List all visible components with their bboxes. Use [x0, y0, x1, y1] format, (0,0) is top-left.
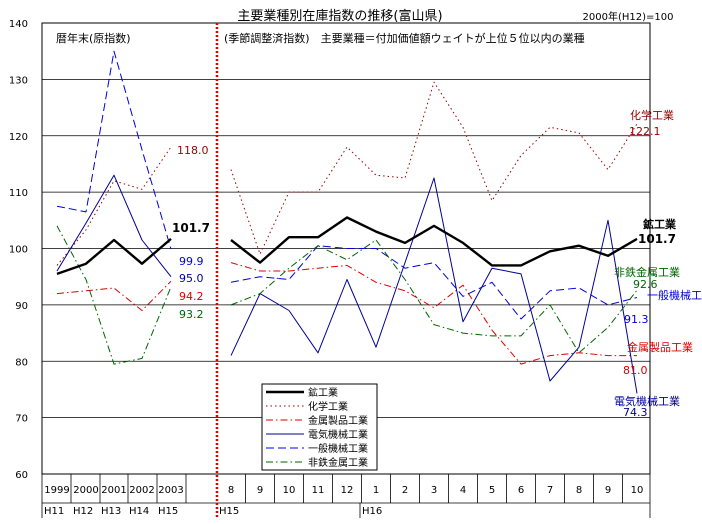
x-tick-label-month: 10	[283, 485, 296, 496]
legend-entry-label: 金属製品工業	[308, 414, 368, 427]
left-end-value-label: 118.0	[177, 144, 209, 157]
x-tick-label-year: 1999	[44, 485, 69, 496]
x-era-label: H16	[362, 506, 382, 517]
y-axis-ticks: 60 70 80 90 100 110 120 130 140	[9, 19, 28, 481]
legend-entry-label: 電気機械工業	[308, 428, 368, 441]
y-tick-label: 140	[9, 19, 28, 30]
x-tick-label-year: 2000	[73, 485, 98, 496]
x-tick-label-month: 5	[489, 485, 495, 496]
y-tick-label: 120	[9, 132, 28, 143]
series-line-left-4	[56, 50, 172, 250]
legend-entry-label: 一般機械工業	[308, 442, 368, 455]
x-tick-label-month: 11	[312, 485, 325, 496]
y-tick-label: 130	[9, 75, 28, 86]
right-end-value-label: 101.7	[638, 232, 676, 246]
series-layer	[56, 50, 638, 394]
legend-box	[261, 383, 378, 471]
left-panel-note: 暦年末(原指数)	[56, 31, 131, 45]
right-end-value-label: 92.6	[633, 278, 658, 291]
right-series-name-label: 鉱工業	[643, 217, 677, 231]
y-tick-label: 110	[9, 188, 28, 199]
right-series-name-label: 金属製品工業	[627, 340, 693, 354]
right-end-value-label: 91.3	[624, 313, 649, 326]
x-tick-label-year: 2003	[158, 485, 183, 496]
x-era-label: H15	[158, 506, 178, 517]
series-line-right-3	[230, 177, 638, 394]
x-tick-label-month: 12	[341, 485, 354, 496]
right-series-name-label: 電気機械工業	[614, 394, 680, 408]
legend-entry-label: 非鉄金属工業	[308, 456, 368, 469]
x-era-label: H15	[219, 506, 239, 517]
left-end-value-label: 99.9	[179, 255, 204, 268]
x-tick-label-month: 7	[547, 485, 553, 496]
x-tick-label-month: 9	[605, 485, 611, 496]
series-line-right-5	[230, 239, 638, 354]
x-era-label: H14	[129, 506, 149, 517]
series-line-right-1	[230, 81, 638, 255]
series-line-left-3	[56, 174, 172, 278]
right-panel-note: (季節調整済指数) 主要業種＝付加価値額ウェイトが上位５位以内の業種	[224, 31, 585, 45]
x-tick-label-month: 9	[257, 485, 263, 496]
x-axis-table: 1999 2000 2001 2002 2003 H11 H12 H13 H14 H15 8 9 10 1…	[41, 474, 651, 518]
left-end-value-label: 95.0	[179, 272, 204, 285]
right-end-value-label: 122.1	[629, 125, 661, 138]
left-end-value-label: 94.2	[179, 290, 204, 303]
right-series-name-label: 化学工業	[630, 108, 674, 122]
x-tick-label-month: 4	[460, 485, 466, 496]
x-tick-label-year: 2001	[101, 485, 126, 496]
series-line-right-0	[230, 216, 638, 267]
legend-entry-label: 化学工業	[308, 400, 348, 413]
x-tick-label-month: 3	[431, 485, 437, 496]
x-era-label: H13	[101, 506, 121, 517]
right-end-value-label: 74.3	[623, 406, 648, 419]
right-series-name-label: 非鉄金属工業	[614, 265, 680, 279]
series-line-left-0	[56, 237, 172, 276]
left-end-value-label: 93.2	[179, 308, 204, 321]
y-tick-label: 70	[15, 414, 28, 425]
series-line-right-4	[230, 245, 638, 320]
y-tick-label: 100	[9, 245, 28, 256]
x-tick-label-month: 10	[631, 485, 644, 496]
left-end-value-label: 101.7	[172, 221, 210, 235]
x-era-label: H11	[44, 506, 64, 517]
end-label-layer: 101.7101.7鉱工業118.0122.1化学工業94.281.0金属製品工…	[172, 108, 702, 419]
right-end-value-label: 81.0	[623, 364, 648, 377]
series-line-left-5	[56, 225, 172, 365]
right-series-name-label: 一般機械工業	[647, 288, 702, 302]
x-era-label: H12	[73, 506, 93, 517]
x-tick-label-month: 1	[373, 485, 379, 496]
y-tick-label: 60	[15, 470, 28, 481]
series-line-left-2	[56, 280, 172, 311]
y-tick-label: 90	[15, 301, 28, 312]
legend-entry-label: 鉱工業	[308, 386, 338, 399]
x-tick-label-month: 6	[518, 485, 524, 496]
x-tick-label-month: 8	[228, 485, 234, 496]
x-tick-label-month: 2	[402, 485, 408, 496]
grid-layer	[41, 22, 651, 475]
x-tick-label-month: 8	[576, 485, 582, 496]
chart-title: 主要業種別在庫指数の推移(富山県)	[237, 8, 442, 24]
series-line-left-1	[56, 146, 172, 266]
base-year-note: 2000年(H12)=100	[583, 10, 674, 23]
y-tick-label: 80	[15, 357, 28, 368]
x-tick-label-year: 2002	[129, 485, 154, 496]
series-line-right-2	[230, 262, 637, 365]
